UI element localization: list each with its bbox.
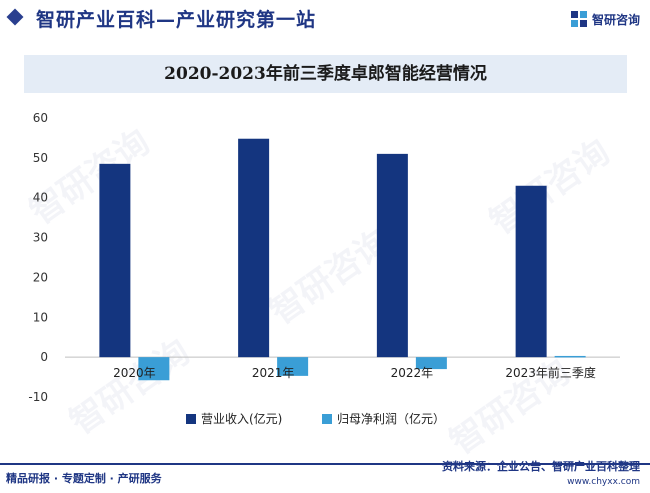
bar-revenue bbox=[238, 138, 270, 358]
data-source: 资料来源：企业公告、智研产业百科整理 bbox=[442, 460, 640, 473]
x-tick-label: 2023年前三季度 bbox=[505, 365, 596, 380]
bar-revenue bbox=[376, 153, 408, 358]
y-tick-label: 40 bbox=[33, 191, 48, 205]
legend-swatch bbox=[322, 414, 332, 424]
y-tick-label: 60 bbox=[33, 111, 48, 125]
y-tick-label: -10 bbox=[28, 390, 48, 404]
site-title: 智研产业百科—产业研究第一站 bbox=[36, 9, 317, 31]
bar-net-profit bbox=[415, 357, 447, 370]
website-url[interactable]: www.chyxx.com bbox=[567, 477, 640, 487]
chart-title: 2020-2023年前三季度卓郎智能经营情况 bbox=[164, 64, 487, 84]
y-tick-label: 0 bbox=[40, 350, 48, 364]
footer-services: 精品研报 · 专题定制 · 产研服务 bbox=[6, 472, 162, 485]
legend-swatch bbox=[186, 414, 196, 424]
bar-net-profit bbox=[277, 357, 309, 376]
header-bar: 智研产业百科—产业研究第一站 智研咨询 bbox=[0, 0, 650, 40]
bar-net-profit bbox=[138, 357, 170, 381]
brand-name: 智研咨询 bbox=[591, 12, 640, 27]
chart-title-band: 2020-2023年前三季度卓郎智能经营情况 bbox=[24, 55, 627, 93]
x-tick-label: 2021年 bbox=[252, 366, 295, 380]
x-tick-label: 2020年 bbox=[113, 366, 156, 380]
zhiyan-logo-icon bbox=[570, 11, 587, 27]
bar-net-profit bbox=[554, 355, 586, 358]
y-tick-label: 20 bbox=[33, 270, 48, 284]
bar-revenue bbox=[515, 185, 547, 358]
bar-revenue bbox=[99, 163, 131, 358]
y-tick-label: 10 bbox=[33, 310, 48, 324]
bar-chart: -10 0 10 20 30 40 50 60 2020年 2021年 2022年 2023年前三季度… bbox=[28, 111, 620, 426]
y-tick-label: 30 bbox=[33, 231, 48, 245]
y-tick-label: 50 bbox=[33, 151, 48, 165]
footer-divider bbox=[0, 463, 650, 465]
x-tick-label: 2022年 bbox=[391, 366, 434, 380]
legend-label: 归母净利润（亿元） bbox=[337, 411, 445, 426]
diamond-icon bbox=[6, 8, 24, 26]
brand[interactable]: 智研咨询 bbox=[570, 8, 640, 30]
legend-label: 营业收入(亿元) bbox=[201, 411, 282, 426]
